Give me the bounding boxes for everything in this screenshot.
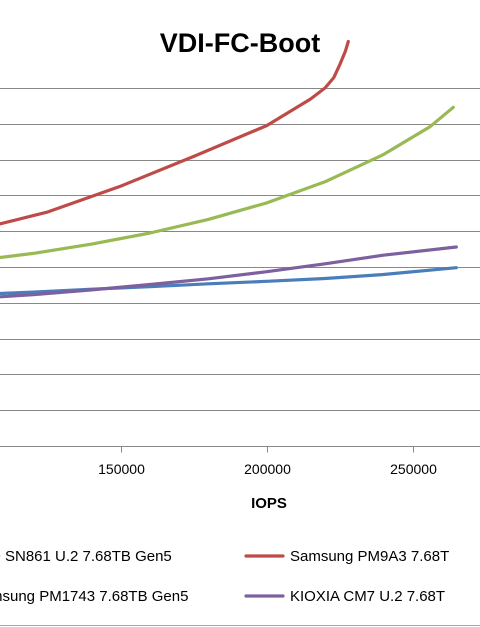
x-tick-label: 250000 [390, 461, 437, 477]
chart-title: VDI-FC-Boot [160, 28, 320, 58]
legend-label: Samsung PM9A3 7.68T [290, 548, 449, 565]
legend-label: KIOXIA CM7 U.2 7.68T [290, 588, 445, 605]
plot-area [0, 39, 458, 299]
series-line [0, 266, 458, 296]
x-tick-label: 150000 [98, 461, 145, 477]
legend-label: msung PM1743 7.68TB Gen5 [0, 588, 188, 605]
series-line [0, 105, 455, 260]
gridlines [0, 88, 480, 411]
series-line [0, 39, 350, 226]
x-axis-label: IOPS [251, 495, 287, 512]
legend-label: D SN861 U.2 7.68TB Gen5 [0, 548, 172, 565]
x-axis: 0150000200000250000 [0, 446, 480, 477]
x-tick-label: 200000 [244, 461, 291, 477]
legend: D SN861 U.2 7.68TB Gen5 Samsung PM9A3 7.6… [0, 548, 449, 605]
series-line [0, 245, 458, 299]
